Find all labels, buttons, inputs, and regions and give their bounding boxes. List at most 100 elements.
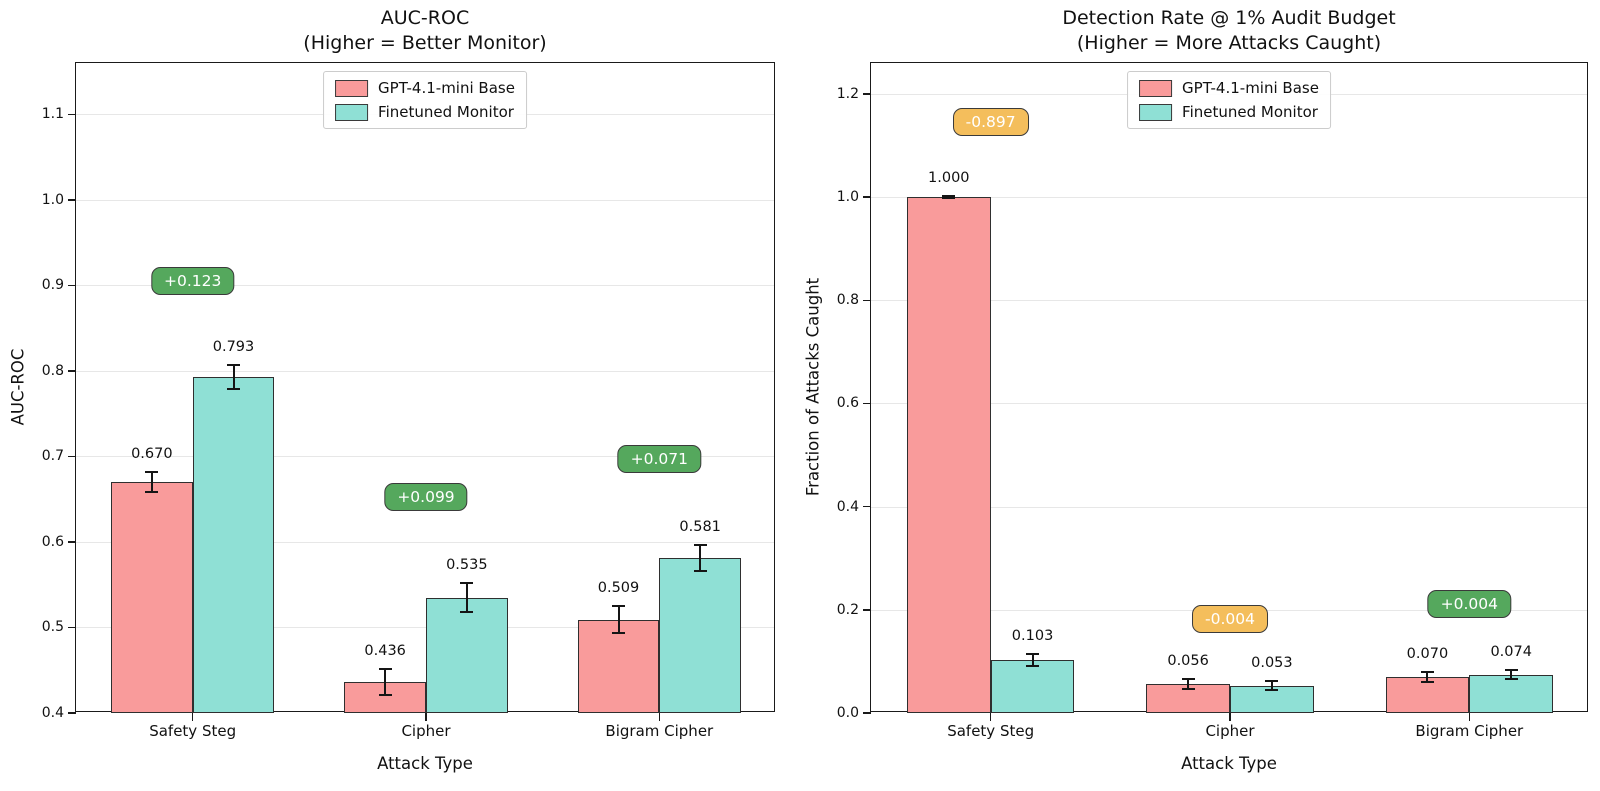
value-label-gpt-4-1-mini-base-bigram-cipher: 0.070 <box>1406 645 1449 662</box>
y-tick-label: 0.4 <box>41 705 64 721</box>
legend-swatch-finetuned-monitor <box>1139 103 1173 121</box>
bar-finetuned-monitor-safety-steg <box>192 376 275 713</box>
error-bar-cap <box>693 570 707 573</box>
bar-finetuned-monitor-safety-steg <box>990 659 1075 713</box>
gridline <box>76 199 774 201</box>
value-label-finetuned-monitor-safety-steg: 0.793 <box>212 338 255 355</box>
x-axis-label: Attack Type <box>377 754 473 773</box>
y-axis-label: AUC-ROC <box>8 348 28 426</box>
y-tick-label: 0.7 <box>41 448 64 465</box>
error-bar <box>465 583 468 613</box>
error-bar-cap <box>378 694 392 697</box>
error-bar <box>1426 671 1429 683</box>
gridline <box>76 627 774 629</box>
y-tick-label: 1.2 <box>836 85 859 102</box>
y-tick-label: 0.9 <box>41 277 64 294</box>
x-tick-mark <box>658 713 661 721</box>
error-bar-cap <box>1265 680 1279 683</box>
error-bar-cap <box>1181 687 1195 690</box>
value-label-finetuned-monitor-cipher: 0.053 <box>1251 655 1293 672</box>
y-tick-mark <box>863 196 871 198</box>
error-bar-cap <box>1504 678 1518 681</box>
delta-badge-cipher: +0.099 <box>384 482 468 511</box>
gridline <box>871 403 1587 405</box>
bar-gpt-4-1-mini-base-bigram-cipher <box>577 619 660 713</box>
y-tick-mark <box>863 712 871 714</box>
bar-finetuned-monitor-bigram-cipher <box>1469 674 1554 713</box>
error-bar-cap <box>612 632 625 635</box>
x-tick-mark <box>989 713 992 721</box>
error-bar-cap <box>1026 665 1040 668</box>
error-bar-cap <box>942 195 956 198</box>
chart-title-block: Detection Rate @ 1% Audit Budget (Higher… <box>830 6 1600 56</box>
delta-badge-cipher: -0.004 <box>1192 604 1268 633</box>
value-label-finetuned-monitor-cipher: 0.535 <box>446 557 488 573</box>
delta-badge-bigram-cipher: +0.071 <box>617 444 702 473</box>
delta-badge-bigram-cipher: +0.004 <box>1427 589 1512 618</box>
error-bar-cap <box>1026 652 1040 655</box>
y-tick-label: 1.0 <box>41 191 64 208</box>
y-tick-label: 0.8 <box>836 292 859 309</box>
chart-title: AUC-ROC <box>380 7 470 29</box>
y-tick-label: 0.6 <box>41 533 64 550</box>
bar-gpt-4-1-mini-base-safety-steg <box>906 197 991 713</box>
error-bar-cap <box>145 470 159 473</box>
plot-area: 0.4 0.5 0.6 0.7 0.8 0.9 1.0 1.1 Safety Steg 0.670… <box>42 62 775 740</box>
error-bar-cap <box>1504 669 1518 672</box>
chart-subtitle: (Higher = More Attacks Caught) <box>1076 32 1382 55</box>
legend-label: Finetuned Monitor <box>378 103 514 121</box>
chart-title-block: AUC-ROC (Higher = Better Monitor) <box>35 6 815 56</box>
y-tick-mark <box>68 712 76 714</box>
y-tick-mark <box>68 199 76 201</box>
y-tick-mark <box>863 402 871 405</box>
x-tick-label-cipher: Cipher <box>401 722 451 740</box>
y-tick-label: 0.8 <box>41 362 64 379</box>
legend-item-finetuned-monitor: Finetuned Monitor <box>1139 103 1319 121</box>
value-label-gpt-4-1-mini-base-cipher: 0.056 <box>1167 653 1209 670</box>
gridline <box>76 541 774 543</box>
bar-finetuned-monitor-bigram-cipher <box>659 558 741 713</box>
plot-area: 0.0 0.2 0.4 0.6 0.8 1.0 1.2 Safety Steg 1.000 0.1… <box>837 62 1588 740</box>
bar-gpt-4-1-mini-base-cipher <box>344 682 426 713</box>
delta-badge-safety-steg: +0.123 <box>150 267 235 296</box>
legend-swatch-gpt-4-1-mini-base <box>1139 79 1173 97</box>
value-label-gpt-4-1-mini-base-safety-steg: 1.000 <box>928 170 970 187</box>
y-tick-mark <box>68 541 76 543</box>
y-tick-label: 0.0 <box>836 705 859 721</box>
error-bar-cap <box>1265 689 1279 692</box>
y-tick-mark <box>68 626 76 629</box>
bar-gpt-4-1-mini-base-safety-steg <box>111 482 193 713</box>
x-tick-mark <box>1229 713 1231 721</box>
gridline <box>76 456 774 458</box>
gridline <box>76 370 774 372</box>
error-bar-cap <box>693 544 707 547</box>
error-bar-cap <box>227 363 240 366</box>
x-tick-label-bigram-cipher: Bigram Cipher <box>605 722 714 740</box>
x-tick-label-cipher: Cipher <box>1205 722 1255 740</box>
legend-swatch-finetuned-monitor <box>335 103 369 121</box>
gridline <box>871 300 1587 302</box>
y-tick-mark <box>863 609 871 611</box>
legend: GPT-4.1-mini Base Finetuned Monitor <box>323 71 527 129</box>
legend-item-gpt-4-1-mini-base: GPT-4.1-mini Base <box>1139 79 1319 97</box>
legend-label: GPT-4.1-mini Base <box>378 79 515 97</box>
error-bar <box>617 606 620 634</box>
y-tick-mark <box>863 299 871 301</box>
value-label-finetuned-monitor-bigram-cipher: 0.581 <box>679 519 721 536</box>
y-tick-mark <box>863 505 871 508</box>
legend-label: GPT-4.1-mini Base <box>1182 79 1319 97</box>
x-tick-mark <box>191 713 194 721</box>
error-bar <box>384 669 387 696</box>
legend-item-finetuned-monitor: Finetuned Monitor <box>335 103 515 121</box>
x-tick-mark <box>425 713 427 721</box>
error-bar <box>1187 679 1190 689</box>
legend-item-gpt-4-1-mini-base: GPT-4.1-mini Base <box>335 79 515 97</box>
error-bar <box>1510 670 1513 680</box>
error-bar <box>699 545 702 572</box>
legend-swatch-gpt-4-1-mini-base <box>335 79 369 97</box>
y-tick-mark <box>863 93 871 95</box>
y-tick-label: 0.6 <box>836 395 859 412</box>
value-label-gpt-4-1-mini-base-cipher: 0.436 <box>364 643 406 660</box>
chart-subtitle: (Higher = Better Monitor) <box>303 32 547 55</box>
